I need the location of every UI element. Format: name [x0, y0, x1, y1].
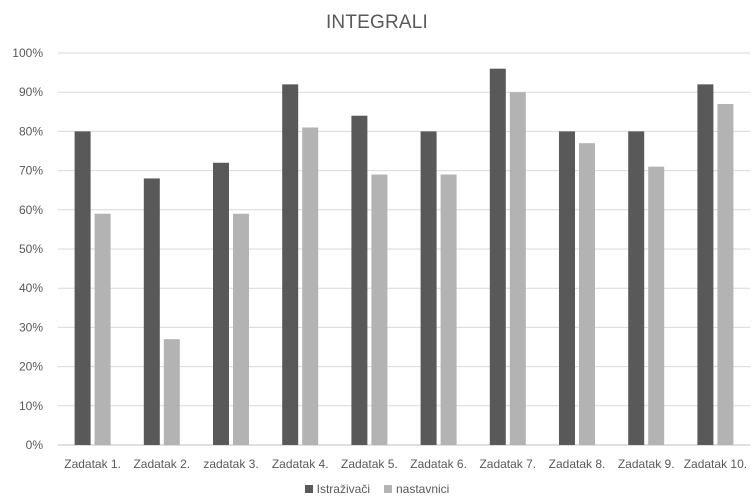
bar-series-2 — [648, 166, 665, 445]
legend-swatch-series-1 — [304, 485, 313, 493]
x-tick-label: Zadatak 1. — [64, 457, 121, 471]
x-tick-label: Zadatak 7. — [479, 457, 536, 471]
bars — [74, 68, 734, 446]
bar-series-2 — [94, 213, 111, 445]
y-tick-label: 70% — [19, 164, 43, 178]
legend-item-series-1: Istraživači — [304, 482, 370, 496]
bar-series-2 — [302, 127, 319, 445]
y-tick-label: 50% — [19, 242, 43, 256]
bar-series-2 — [233, 213, 249, 445]
x-tick-label: Zadatak 9. — [618, 457, 675, 471]
x-tick-label: Zadatak 6. — [410, 457, 467, 471]
bar-series-1 — [143, 178, 160, 445]
y-tick-label: 90% — [19, 85, 43, 99]
x-tick-label: Zadatak 8. — [549, 457, 606, 471]
x-axis-ticks: Zadatak 1. Zadatak 2. zadatak 3. Zadatak 4.… — [64, 457, 747, 471]
bar-series-1 — [628, 131, 645, 445]
bar-series-2 — [371, 174, 388, 445]
chart-title: INTEGRALI — [325, 12, 429, 33]
legend-label-series-1: Istraživači — [316, 482, 370, 496]
bar-series-1 — [559, 131, 575, 445]
bar-series-2 — [440, 174, 457, 445]
bar-series-2 — [579, 143, 595, 445]
y-tick-label: 100% — [12, 46, 43, 60]
y-tick-label: 10% — [19, 399, 43, 413]
legend: Istraživači nastavnici — [0, 482, 754, 496]
x-tick-label: Zadatak 2. — [133, 457, 190, 471]
y-tick-label: 80% — [19, 124, 43, 138]
legend-label-series-2: nastavnici — [395, 482, 450, 496]
x-tick-label: zadatak 3. — [203, 457, 258, 471]
x-tick-label: Zadatak 4. — [272, 457, 329, 471]
bar-series-1 — [489, 68, 506, 446]
bar-series-1 — [74, 131, 91, 445]
gridlines — [58, 52, 750, 446]
legend-swatch-series-2 — [383, 485, 392, 493]
bar-series-1 — [213, 162, 229, 445]
bar-series-1 — [697, 84, 714, 446]
y-axis-ticks: 0% 10% 20% 30% 40% 50% 60% 70% 80% 90% 100% — [12, 46, 43, 452]
y-tick-label: 40% — [19, 281, 43, 295]
bar-series-1 — [420, 131, 437, 445]
bar-series-2 — [509, 92, 526, 445]
bar-series-1 — [351, 115, 368, 445]
bar-series-2 — [717, 103, 734, 446]
legend-item-series-2: nastavnici — [383, 482, 450, 496]
y-tick-label: 0% — [26, 438, 44, 452]
y-tick-label: 30% — [19, 320, 43, 334]
bar-series-1 — [282, 84, 299, 446]
x-tick-label: Zadatak 5. — [341, 457, 398, 471]
bar-series-2 — [163, 339, 180, 445]
y-tick-label: 20% — [19, 360, 43, 374]
y-tick-label: 60% — [19, 203, 43, 217]
x-tick-label: Zadatak 10. — [684, 457, 747, 471]
